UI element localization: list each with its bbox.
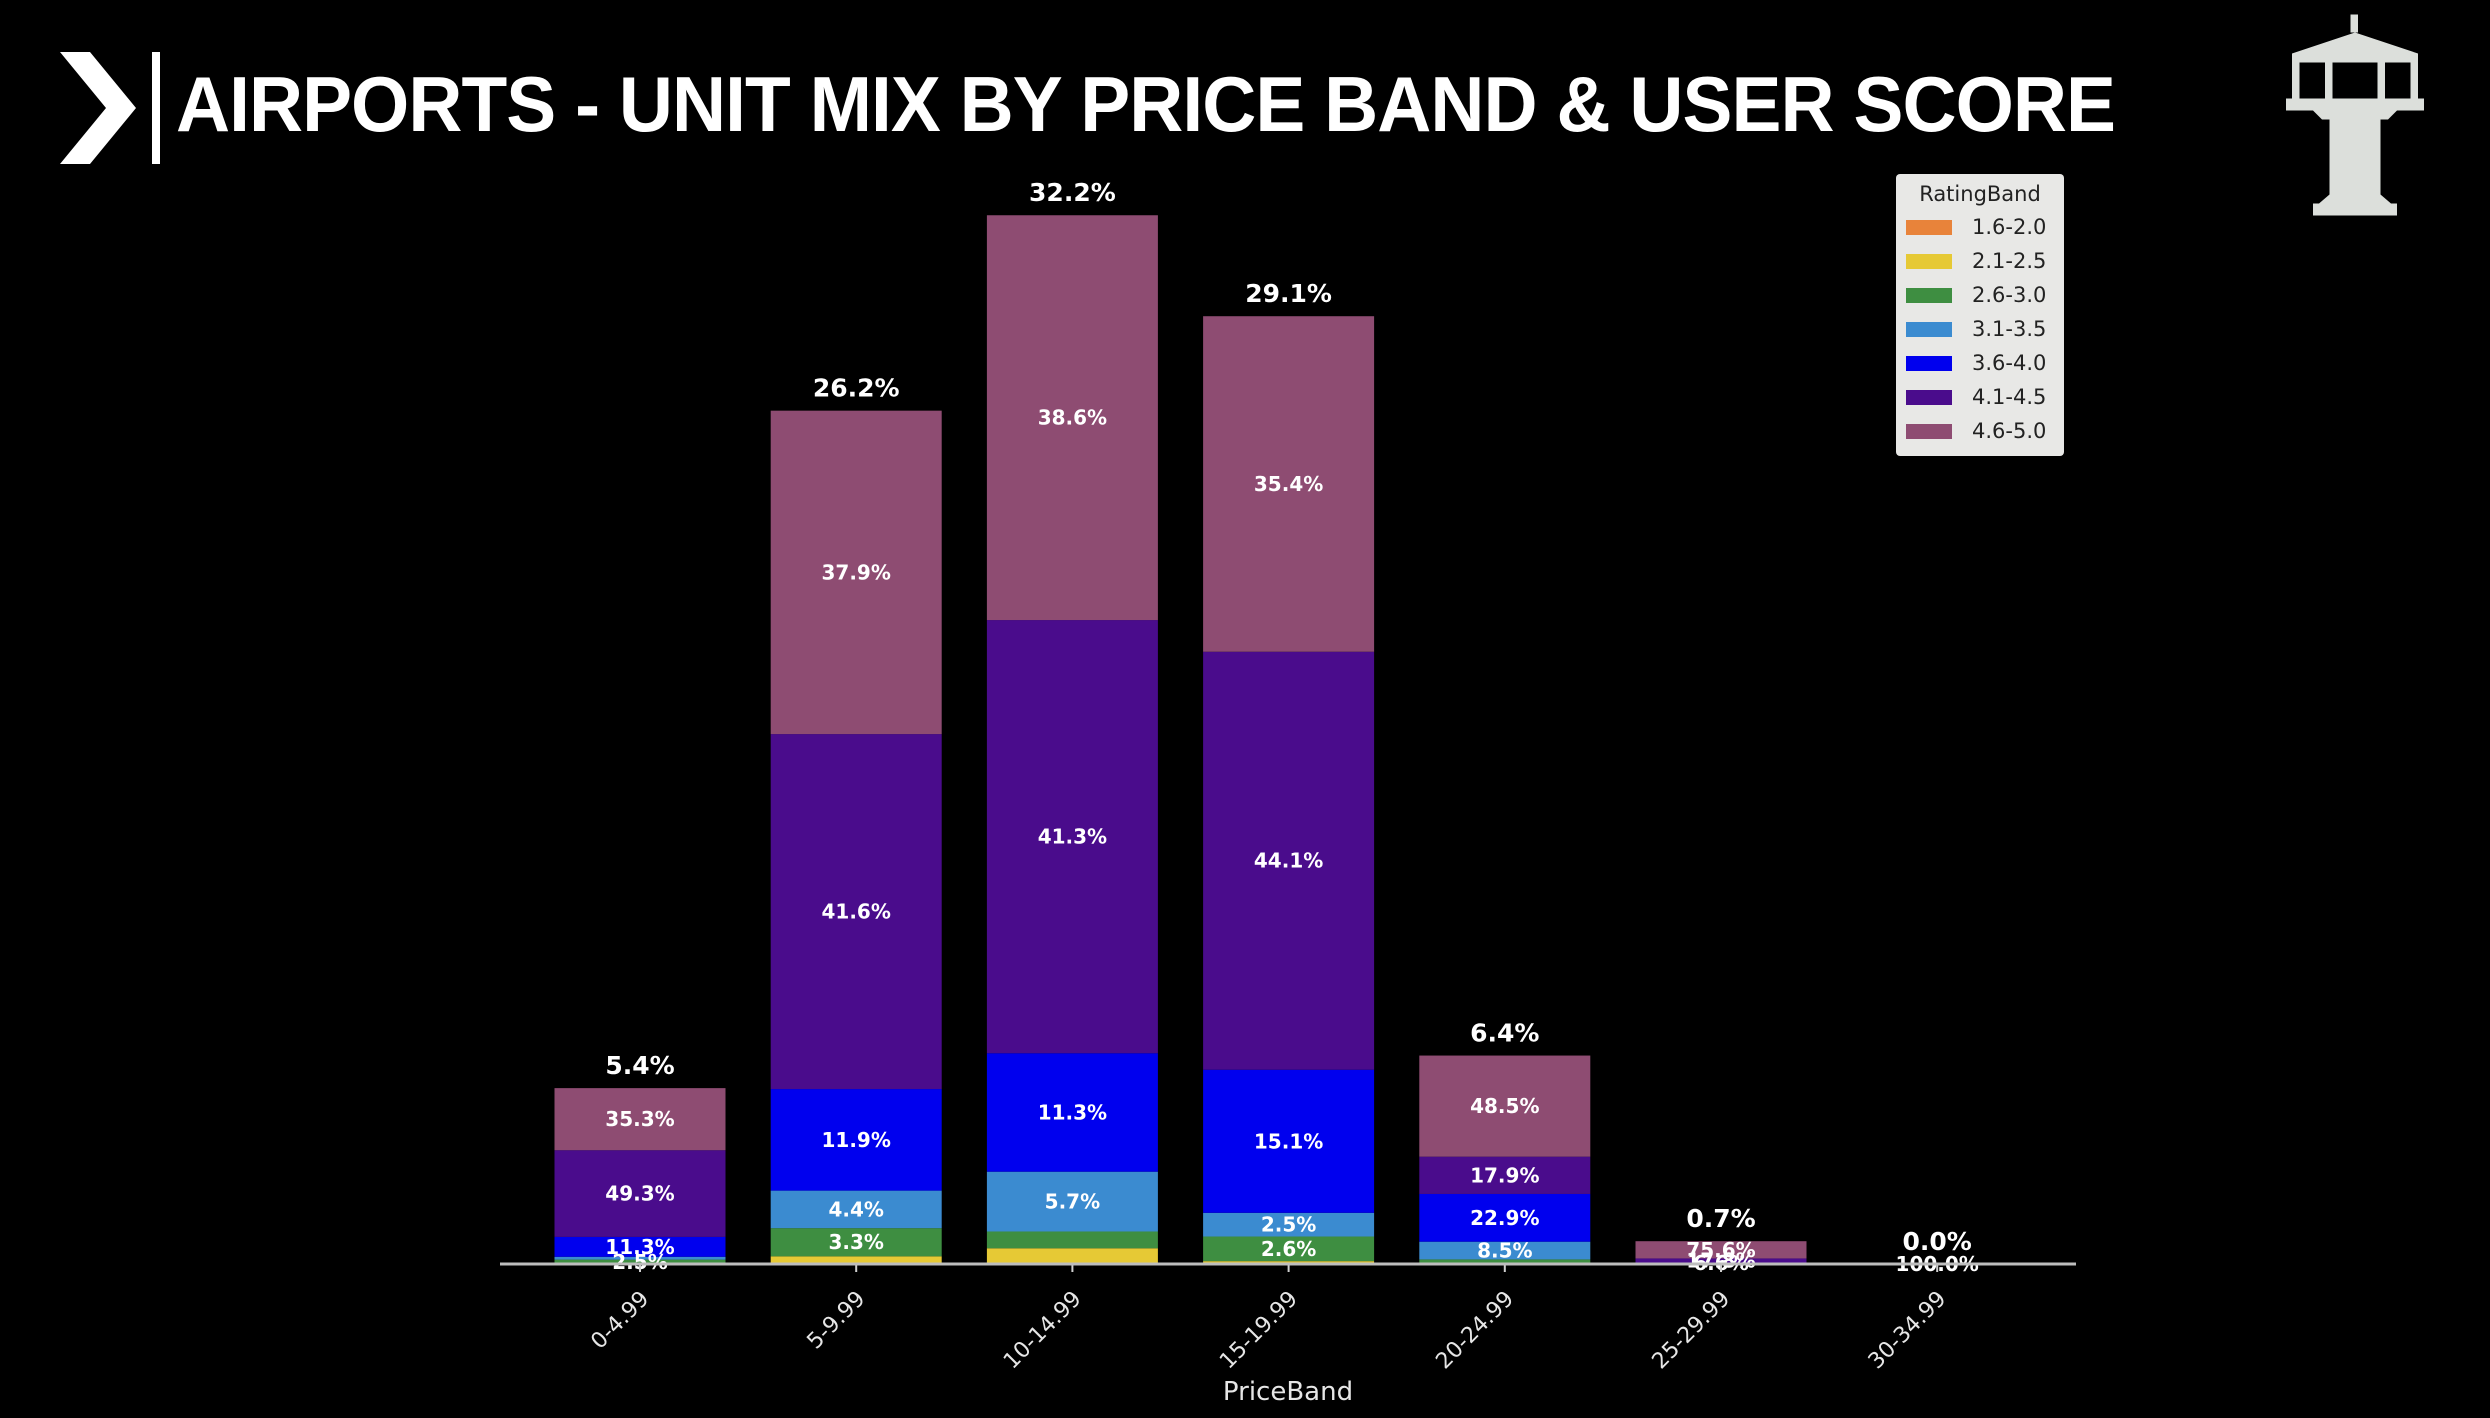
bar-segment-2.6-3.0 (554, 1259, 726, 1264)
x-tick-label: 15-19.99 (1215, 1287, 1303, 1375)
x-tick-label: 20-24.99 (1431, 1287, 1519, 1375)
segment-label: 35.4% (1254, 472, 1323, 496)
bar-segment-4.1-4.5 (770, 734, 942, 1090)
bar-segment-2.6-3.0 (1203, 1236, 1375, 1262)
segment-label: 44.1% (1254, 849, 1323, 873)
bar-segment-4.6-5.0 (1203, 316, 1375, 652)
segment-label: 35.3% (605, 1107, 674, 1131)
title-divider (152, 52, 160, 164)
segment-label: 5.7% (1045, 1190, 1100, 1214)
legend-swatch (1906, 287, 1952, 303)
segment-label: 17.9% (1470, 1163, 1539, 1187)
segment-label: 2.5% (1261, 1213, 1316, 1237)
segment-label: 15.1% (1254, 1129, 1323, 1153)
legend-item: 2.6-3.0 (1896, 278, 2064, 312)
x-tick-label: 10-14.99 (999, 1287, 1087, 1375)
bar-segment-2.6-3.0 (986, 1231, 1158, 1249)
bar-total-label: 29.1% (1245, 279, 1332, 308)
legend-item: 3.6-4.0 (1896, 346, 2064, 380)
segment-label: 2.6% (1261, 1237, 1316, 1261)
bar-total-label: 6.4% (1470, 1019, 1539, 1048)
page-title: AIRPORTS - UNIT MIX BY PRICE BAND & USER… (176, 60, 2116, 148)
legend-swatch (1906, 219, 1952, 235)
segment-label: 48.5% (1470, 1094, 1539, 1118)
segment-label: 49.3% (605, 1182, 674, 1206)
bar-segment-3.6-4.0 (770, 1089, 942, 1191)
header: AIRPORTS - UNIT MIX BY PRICE BAND & USER… (0, 0, 2490, 216)
legend-label: 2.1-2.5 (1972, 249, 2047, 273)
legend-swatch (1906, 389, 1952, 405)
x-axis-label: PriceBand (1223, 1377, 1353, 1407)
bar-segment-3.1-3.5 (986, 1171, 1158, 1232)
segment-label: 11.3% (1038, 1100, 1107, 1124)
segment-label: 37.9% (822, 560, 891, 584)
legend-title: RatingBand (1919, 182, 2041, 206)
bar-segment-3.6-4.0 (554, 1236, 726, 1257)
x-tick-label: 30-34.99 (1864, 1287, 1952, 1375)
bar-segment-4.1-4.5 (1635, 1258, 1807, 1263)
bar-segment-4.1-4.5 (1203, 651, 1375, 1070)
legend-label: 1.6-2.0 (1972, 215, 2047, 239)
legend-label: 3.6-4.0 (1972, 351, 2047, 375)
legend-swatch (1906, 423, 1952, 439)
segment-label: 11.3% (605, 1235, 674, 1259)
legend-label: 4.6-5.0 (1972, 419, 2047, 443)
segment-label: 4.4% (828, 1197, 883, 1221)
legend-label: 2.6-3.0 (1972, 283, 2047, 307)
bar-total-label: 0.7% (1686, 1204, 1755, 1233)
bar-segment-4.6-5.0 (554, 1088, 726, 1151)
bar-segment-4.1-4.5 (986, 620, 1158, 1054)
segment-label: 75.6% (1686, 1238, 1755, 1262)
segment-label: 41.3% (1038, 825, 1107, 849)
bar-segment-2.6-3.0 (770, 1228, 942, 1257)
bar-segment-4.1-4.5 (1419, 1156, 1591, 1194)
control-tower-icon (2286, 14, 2424, 216)
bar-segment-3.6-4.0 (986, 1053, 1158, 1172)
legend-item: 4.6-5.0 (1896, 414, 2064, 448)
bar-segment-3.6-4.0 (1419, 1193, 1591, 1242)
bar-segment-2.6-3.0 (1419, 1259, 1591, 1264)
bar-segment-3.6-4.0 (1203, 1069, 1375, 1213)
bar-total-label: 5.4% (605, 1051, 674, 1080)
bar-segment-3.1-3.5 (1203, 1212, 1375, 1237)
x-tick-label: 0-4.99 (586, 1287, 654, 1355)
legend: RatingBand 1.6-2.0 2.1-2.5 2.6-3.0 3.1-3.5 3… (1896, 174, 2064, 456)
legend-item: 3.1-3.5 (1896, 312, 2064, 346)
bar-segment-3.1-3.5 (770, 1190, 942, 1229)
legend-item: 1.6-2.0 (1896, 210, 2064, 244)
x-tick-label: 5-9.99 (803, 1287, 871, 1355)
legend-label: 3.1-3.5 (1972, 317, 2047, 341)
segment-label: 41.6% (822, 900, 891, 924)
legend-swatch (1906, 253, 1952, 269)
segment-label: 8.5% (1477, 1239, 1532, 1263)
legend-swatch (1906, 355, 1952, 371)
bar-segment-4.6-5.0 (770, 410, 942, 735)
legend-label: 4.1-4.5 (1972, 385, 2047, 409)
legend-swatch (1906, 321, 1952, 337)
bar-segment-4.6-5.0 (1635, 1241, 1807, 1259)
segment-label: 38.6% (1038, 406, 1107, 430)
bar-segment-4.6-5.0 (1419, 1055, 1591, 1157)
segment-label: 11.9% (822, 1128, 891, 1152)
bar-segment-4.1-4.5 (554, 1150, 726, 1237)
legend-item: 2.1-2.5 (1896, 244, 2064, 278)
segment-label: 22.9% (1470, 1206, 1539, 1230)
bar-segment-2.1-2.5 (986, 1248, 1158, 1264)
bar-segment-4.6-5.0 (986, 215, 1158, 621)
bar-total-label: 0.0% (1903, 1227, 1972, 1256)
chevron-right-icon (60, 52, 136, 164)
bar-segment-3.1-3.5 (1419, 1241, 1591, 1260)
segment-label: 3.3% (828, 1230, 883, 1254)
bar-segment-2.1-2.5 (770, 1256, 942, 1264)
bar-total-label: 26.2% (813, 374, 900, 403)
bar-segment-3.1-3.5 (554, 1256, 726, 1260)
bar-total-label: 32.2% (1029, 178, 1116, 207)
legend-item: 4.1-4.5 (1896, 380, 2064, 414)
x-tick-label: 25-29.99 (1648, 1287, 1736, 1375)
